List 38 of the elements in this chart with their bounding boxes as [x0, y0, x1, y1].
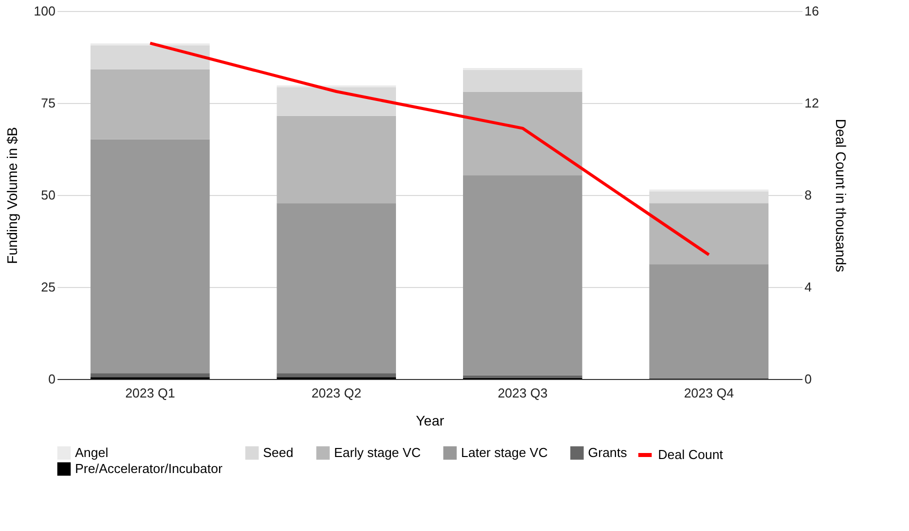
legend-label: Early stage VC — [334, 445, 421, 460]
bar — [276, 373, 396, 378]
x-tick-label: 2023 Q4 — [684, 386, 734, 400]
y2-tick-label: 16 — [804, 4, 819, 18]
legend-label: Grants — [588, 445, 628, 460]
y-tick-label: 0 — [48, 372, 56, 386]
bar — [463, 70, 582, 92]
bar — [463, 375, 582, 378]
x-tick-label: 2023 Q1 — [125, 386, 176, 400]
y-tick-label: 25 — [41, 280, 56, 294]
bar — [649, 264, 768, 378]
legend-label: Pre/Accelerator/Incubator — [75, 461, 224, 476]
y2-tick-label: 8 — [804, 188, 812, 202]
y-tick-label: 50 — [41, 188, 56, 202]
line-series — [148, 42, 710, 256]
y-tick-label: 75 — [41, 96, 56, 110]
y-tick-label: 100 — [34, 4, 56, 18]
y2-axis-title: Deal Count in thousands — [832, 118, 849, 272]
bar — [463, 92, 582, 176]
bar — [90, 45, 210, 70]
bar — [276, 203, 396, 374]
x-tick-label: 2023 Q3 — [498, 386, 548, 400]
bar — [90, 373, 210, 378]
bar — [90, 139, 210, 374]
y-axis-title: Funding Volume in $B — [4, 127, 20, 264]
bar — [463, 175, 582, 376]
bar — [276, 116, 396, 204]
bar — [649, 203, 768, 264]
y2-tick-label: 12 — [804, 96, 819, 110]
legend-label: Deal Count — [658, 447, 724, 462]
x-tick-label: 2023 Q2 — [311, 386, 362, 400]
legend-label: Seed — [263, 445, 294, 460]
legend-label: Later stage VC — [461, 445, 548, 460]
bar — [90, 70, 210, 140]
y2-tick-label: 0 — [804, 372, 812, 386]
x-axis-title: Year — [416, 412, 444, 428]
y2-tick-label: 4 — [804, 280, 812, 294]
legend-label: Angel — [75, 445, 108, 460]
